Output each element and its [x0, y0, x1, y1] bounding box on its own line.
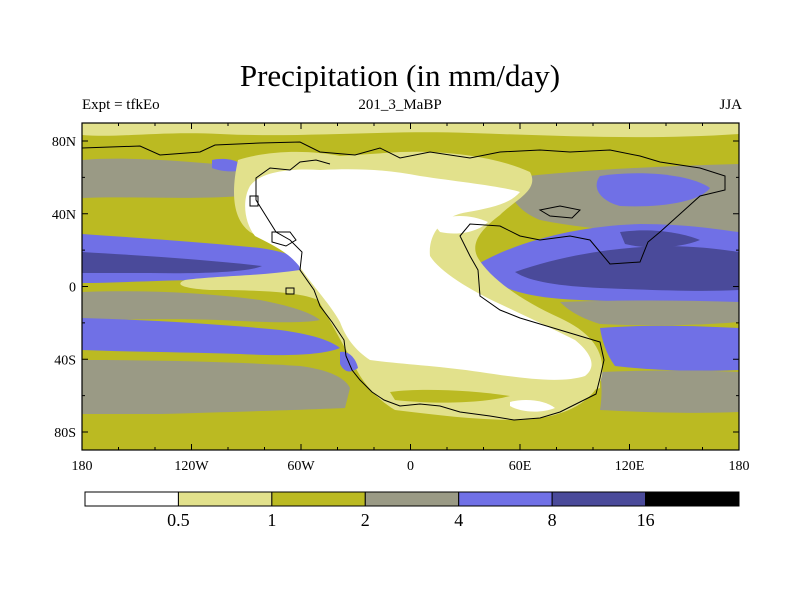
age-label: 201_3_MaBP — [358, 97, 442, 113]
colorbar-box — [551, 491, 647, 507]
x-tick-label: 120E — [615, 459, 645, 474]
y-tick-label: 80N — [52, 135, 76, 150]
colorbar-box — [271, 491, 366, 507]
band-blue-south-east — [600, 325, 739, 371]
interior-dry2 — [432, 216, 488, 234]
chart-title: Precipitation (in mm/day) — [239, 58, 561, 93]
x-tick-label: 180 — [72, 459, 93, 474]
band-grey-south-west — [82, 360, 350, 414]
band-dark-ne — [620, 230, 700, 248]
y-axis-ticks: 80N 40N 0 40S 80S — [52, 135, 739, 441]
colorbar-label: 0.5 — [167, 510, 190, 530]
colorbar-box — [458, 491, 553, 507]
colorbar-label: 4 — [454, 510, 463, 530]
band-north-light — [82, 123, 739, 138]
band-grey-seq-east — [560, 300, 739, 326]
x-tick-label: 60W — [287, 459, 315, 474]
y-tick-label: 80S — [54, 426, 76, 441]
region-blue-n1 — [596, 173, 710, 207]
colorbar-box — [177, 491, 273, 507]
band-blue-south-west — [82, 318, 340, 356]
x-tick-label: 0 — [407, 459, 414, 474]
south-olive-patch — [390, 389, 510, 403]
band-grey-seq — [82, 291, 320, 323]
band-grey-south-east — [600, 370, 739, 413]
y-tick-label: 0 — [69, 281, 76, 296]
island-outline-4 — [249, 195, 259, 207]
continent-outline — [81, 141, 726, 421]
x-tick-label: 60E — [509, 459, 532, 474]
colorbar-label: 16 — [637, 510, 655, 530]
band-dark-eq-west — [82, 252, 262, 274]
colorbar-label: 1 — [267, 510, 276, 530]
colorbar-box — [364, 491, 460, 507]
region-blue-sw-coast — [340, 351, 358, 372]
colorbar-box — [84, 491, 179, 507]
interior-dry3 — [510, 400, 555, 412]
season-label: JJA — [719, 97, 742, 113]
colorbar-box — [645, 491, 740, 507]
x-tick-label: 120W — [174, 459, 209, 474]
x-axis-ticks: 180 120W 60W 0 60E 120E 180 — [72, 123, 750, 474]
y-tick-label: 40N — [52, 208, 76, 223]
band-north-light2 — [110, 124, 260, 133]
island-outline-3 — [285, 287, 295, 295]
colorbar-label: 8 — [548, 510, 557, 530]
interior-dry — [245, 169, 592, 380]
colorbar: 0.5 1 2 4 8 16 — [84, 491, 740, 530]
halo-south — [360, 362, 600, 398]
experiment-label: Expt = tfkEo — [82, 97, 160, 113]
band-grey-north — [82, 158, 242, 198]
island-outline-1 — [538, 205, 582, 219]
island-outline-2 — [271, 231, 297, 247]
y-tick-label: 40S — [54, 353, 76, 368]
map-field — [82, 123, 739, 450]
colorbar-label: 2 — [361, 510, 370, 530]
band-dark-eq-east — [515, 246, 739, 291]
x-tick-label: 180 — [729, 459, 750, 474]
